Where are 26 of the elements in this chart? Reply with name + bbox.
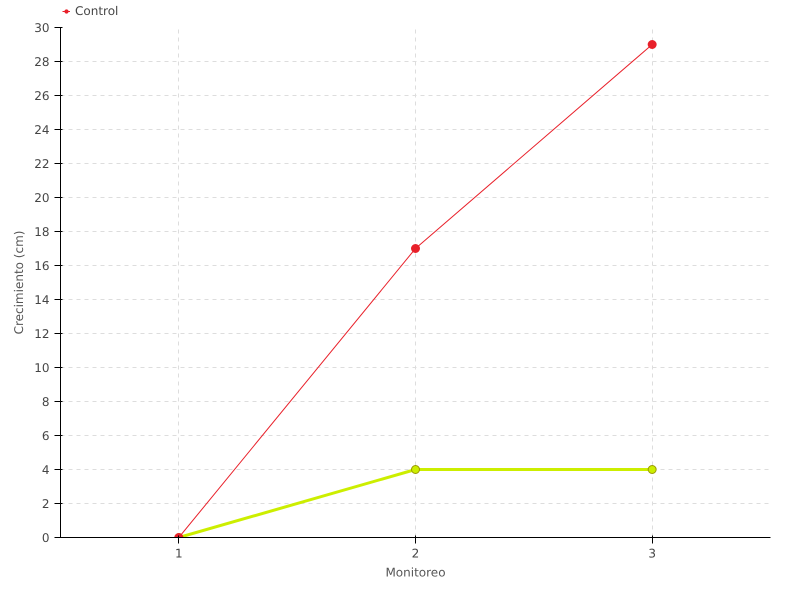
y-axis-title: Crecimiento (cm) [12, 230, 26, 334]
legend-label: Control [75, 4, 118, 18]
y-tick-label: 20 [34, 191, 50, 205]
x-tick-label: 3 [648, 546, 656, 560]
y-tick-label: 12 [34, 327, 50, 341]
y-tick-label: 22 [34, 157, 50, 171]
y-tick-label: 30 [34, 21, 50, 35]
x-tick-label: 2 [412, 546, 420, 560]
point [411, 244, 420, 253]
point [648, 40, 657, 49]
y-tick-label: 2 [42, 497, 50, 511]
y-tick-label: 24 [34, 123, 50, 137]
y-tick-label: 8 [42, 395, 50, 409]
x-tick-label: 1 [175, 546, 183, 560]
y-tick-label: 14 [34, 293, 50, 307]
y-tick-label: 0 [42, 531, 50, 545]
x-axis-title: Monitoreo [385, 566, 446, 580]
y-tick-label: 6 [42, 429, 50, 443]
y-tick-label: 18 [34, 225, 50, 239]
y-tick-label: 16 [34, 259, 50, 273]
y-tick-label: 28 [34, 55, 50, 69]
y-tick-label: 4 [42, 463, 50, 477]
point [411, 465, 420, 474]
point [648, 465, 657, 474]
y-tick-label: 26 [34, 89, 50, 103]
y-tick-label: 10 [34, 361, 50, 375]
